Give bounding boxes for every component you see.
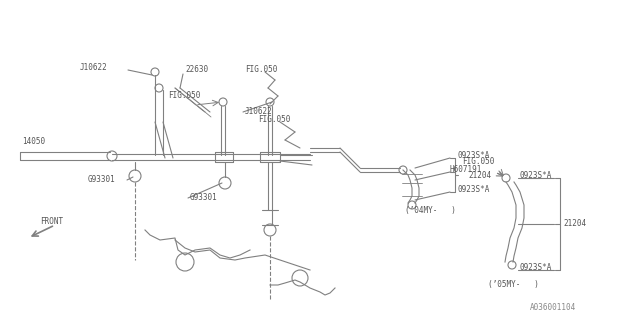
Text: 0923S*A: 0923S*A [458,186,490,195]
Text: 21204: 21204 [468,171,491,180]
Text: FRONT: FRONT [40,218,63,227]
Text: H607191: H607191 [449,165,481,174]
Text: J10622: J10622 [80,63,108,73]
Text: 0923S*A: 0923S*A [520,171,552,180]
Text: A036001104: A036001104 [530,303,576,313]
Text: 22630: 22630 [185,66,208,75]
Text: (’04MY-   ): (’04MY- ) [405,205,456,214]
Text: J10622: J10622 [245,108,273,116]
Text: 14050: 14050 [22,138,45,147]
Text: 0923S*A: 0923S*A [458,150,490,159]
Text: (’05MY-   ): (’05MY- ) [488,281,539,290]
Text: G93301: G93301 [190,194,218,203]
Text: FIG.050: FIG.050 [245,66,277,75]
Text: G93301: G93301 [88,175,116,185]
Text: 21204: 21204 [563,220,586,228]
Text: 0923S*A: 0923S*A [520,263,552,273]
Text: FIG.050: FIG.050 [462,157,494,166]
Text: FIG.050: FIG.050 [258,116,291,124]
Text: FIG.050: FIG.050 [168,92,200,100]
